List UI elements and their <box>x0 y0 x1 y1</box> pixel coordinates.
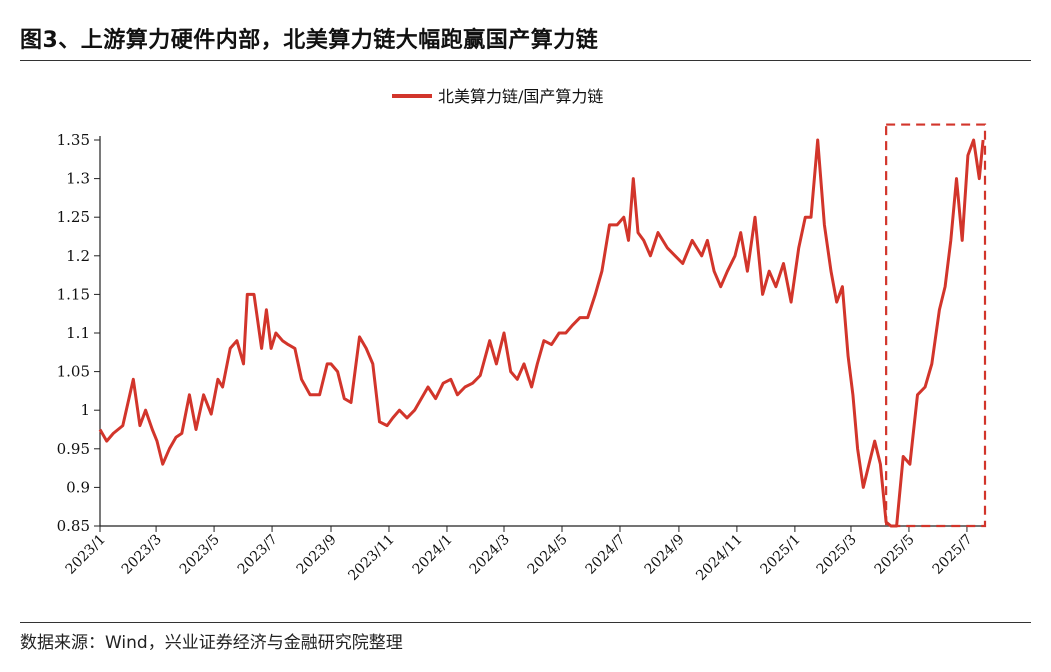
plot-area: 1.35 1.3 1.25 1.2 1.15 1.1 1.05 1 0.95 0.9 0.85 20… <box>57 123 987 584</box>
x-tick-label: 2023/3 <box>119 532 165 578</box>
y-tick-label: 1.05 <box>57 363 90 381</box>
y-tick-label: 1 <box>80 401 90 419</box>
legend-label: 北美算力链/国产算力链 <box>438 87 603 106</box>
x-tick-label: 2024/9 <box>642 532 688 578</box>
y-tick-label: 1.1 <box>66 324 90 342</box>
x-tick-label: 2023/1 <box>63 532 109 578</box>
x-tick-label: 2023/9 <box>294 532 340 578</box>
y-tick-label: 0.95 <box>57 440 90 458</box>
figure-title: 图3、上游算力硬件内部，北美算力链大幅跑赢国产算力链 <box>20 28 599 53</box>
y-tick-label: 1.15 <box>57 285 90 303</box>
title-divider <box>20 60 1031 61</box>
source-divider <box>20 622 1031 623</box>
x-tick-label: 2023/11 <box>345 532 397 584</box>
x-tick-label: 2023/5 <box>177 532 223 578</box>
series-line-na-vs-domestic <box>98 138 985 528</box>
x-ticks: 2023/1 2023/3 2023/5 2023/7 2023/9 2023/11 202… <box>63 526 976 584</box>
source-note: 数据来源：Wind，兴业证券经济与金融研究院整理 <box>20 633 403 653</box>
highlight-dashed-box <box>885 123 987 528</box>
y-tick-label: 1.2 <box>66 247 90 265</box>
x-tick-label: 2025/7 <box>930 532 976 578</box>
x-tick-label: 2024/5 <box>525 532 571 578</box>
x-tick-label: 2025/1 <box>758 532 804 578</box>
y-tick-label: 0.9 <box>66 478 90 496</box>
y-tick-label: 1.3 <box>66 170 90 188</box>
x-tick-label: 2024/11 <box>693 532 745 584</box>
y-ticks: 1.35 1.3 1.25 1.2 1.15 1.1 1.05 1 0.95 0.9 0.85 <box>57 131 100 535</box>
x-tick-label: 2023/7 <box>235 532 281 578</box>
line-chart: 北美算力链/国产算力链 1.35 1.3 1.25 1.2 1.15 1.1 1.05 1 0.… <box>57 87 987 584</box>
y-tick-label: 1.25 <box>57 208 90 226</box>
legend: 北美算力链/国产算力链 <box>392 87 603 106</box>
x-tick-label: 2024/7 <box>583 532 629 578</box>
x-tick-label: 2025/3 <box>814 532 860 578</box>
x-tick-label: 2025/5 <box>872 532 918 578</box>
x-tick-label: 2024/3 <box>467 532 513 578</box>
x-tick-label: 2024/1 <box>410 532 456 578</box>
y-tick-label: 0.85 <box>57 517 90 535</box>
y-tick-label: 1.35 <box>57 131 90 149</box>
